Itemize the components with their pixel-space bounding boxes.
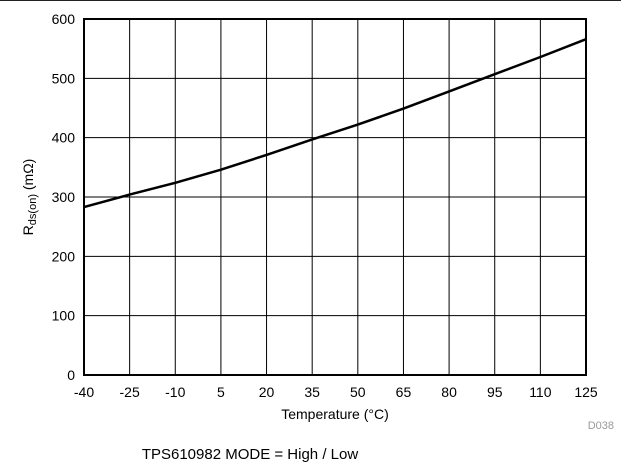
- y-axis-title-main: R: [20, 225, 36, 235]
- x-tick-label: 125: [574, 384, 598, 400]
- y-axis-title-subscript: ds(on): [27, 194, 39, 225]
- y-tick-label: 600: [52, 11, 76, 27]
- y-axis-title: Rds(on) (mΩ): [20, 159, 39, 236]
- y-tick-labels: 0 100 200 300 400 500 600: [52, 11, 76, 383]
- x-tick-labels: -40 -25 -10 5 20 35 50 65 80 95 110 125: [74, 384, 598, 400]
- y-tick-label: 100: [52, 308, 76, 324]
- x-tick-label: 65: [396, 384, 412, 400]
- grid: [84, 19, 586, 375]
- y-tick-label: 0: [67, 367, 75, 383]
- top-border-rule: [0, 0, 621, 1]
- x-axis-title: Temperature (°C): [281, 406, 389, 422]
- x-tick-label: 95: [487, 384, 503, 400]
- x-tick-label: -10: [165, 384, 185, 400]
- x-tick-label: -40: [74, 384, 94, 400]
- x-tick-label: 35: [304, 384, 320, 400]
- x-tick-label: 5: [217, 384, 225, 400]
- x-tick-label: 20: [259, 384, 275, 400]
- y-axis-title-unit: (mΩ): [20, 159, 36, 194]
- series-line-0: [83, 38, 587, 209]
- x-tick-label: 80: [441, 384, 457, 400]
- y-tick-label: 400: [52, 130, 76, 146]
- y-tick-label: 200: [52, 248, 76, 264]
- chart-caption: TPS610982 MODE = High / Low: [141, 446, 359, 463]
- y-tick-label: 500: [52, 70, 76, 86]
- figure-code-label: D038: [588, 420, 614, 432]
- x-tick-label: 50: [350, 384, 366, 400]
- plot-frame: [83, 18, 587, 376]
- x-tick-label: 110: [529, 384, 552, 400]
- y-tick-label: 300: [52, 189, 76, 205]
- x-tick-label: -25: [120, 384, 140, 400]
- series-layer: [83, 38, 587, 209]
